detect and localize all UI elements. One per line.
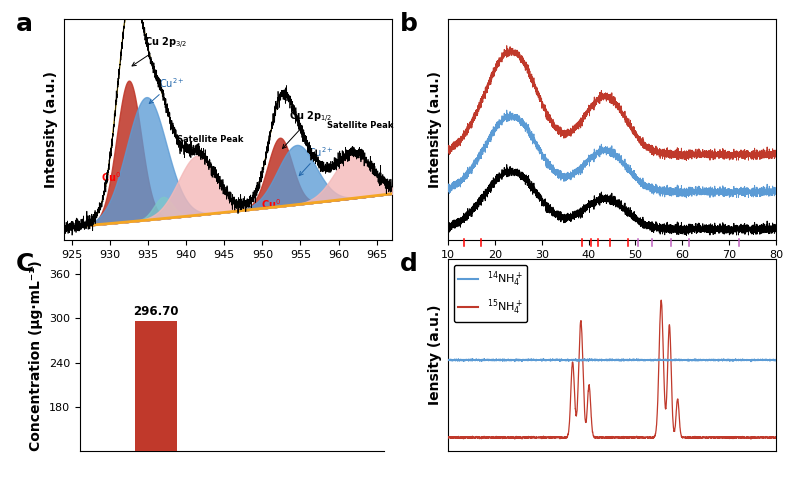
Text: b: b	[400, 12, 418, 36]
Text: Satellite Peak: Satellite Peak	[327, 121, 394, 130]
Text: Cu 2p$_{3/2}$: Cu 2p$_{3/2}$	[132, 36, 187, 66]
Text: Cu 2p$_{1/2}$: Cu 2p$_{1/2}$	[282, 110, 332, 148]
Text: Cu$^0$: Cu$^0$	[101, 170, 121, 184]
Y-axis label: Intensity (a.u.): Intensity (a.u.)	[429, 71, 442, 188]
Text: Satellite Peak: Satellite Peak	[177, 135, 243, 144]
Text: Cu$^{2+}$: Cu$^{2+}$	[299, 145, 334, 176]
Text: a: a	[16, 12, 33, 36]
Text: 296.70: 296.70	[134, 305, 178, 319]
Y-axis label: Iensity (a.u.): Iensity (a.u.)	[429, 305, 442, 406]
Text: d: d	[400, 252, 418, 276]
X-axis label: 2 Theta (degree): 2 Theta (degree)	[546, 265, 678, 279]
Legend: $^{14}$NH$_4^+$, $^{15}$NH$_4^+$: $^{14}$NH$_4^+$, $^{15}$NH$_4^+$	[454, 265, 527, 322]
Y-axis label: Concentration (μg·mL⁻¹): Concentration (μg·mL⁻¹)	[30, 260, 43, 451]
X-axis label: Binding Energy (eV): Binding Energy (eV)	[150, 265, 306, 279]
Text: C: C	[16, 252, 34, 276]
Bar	[135, 321, 177, 480]
Text: Cu$^{2+}$: Cu$^{2+}$	[150, 76, 185, 104]
Y-axis label: Intensity (a.u.): Intensity (a.u.)	[45, 71, 58, 188]
Text: Cu$^0$: Cu$^0$	[261, 197, 281, 211]
